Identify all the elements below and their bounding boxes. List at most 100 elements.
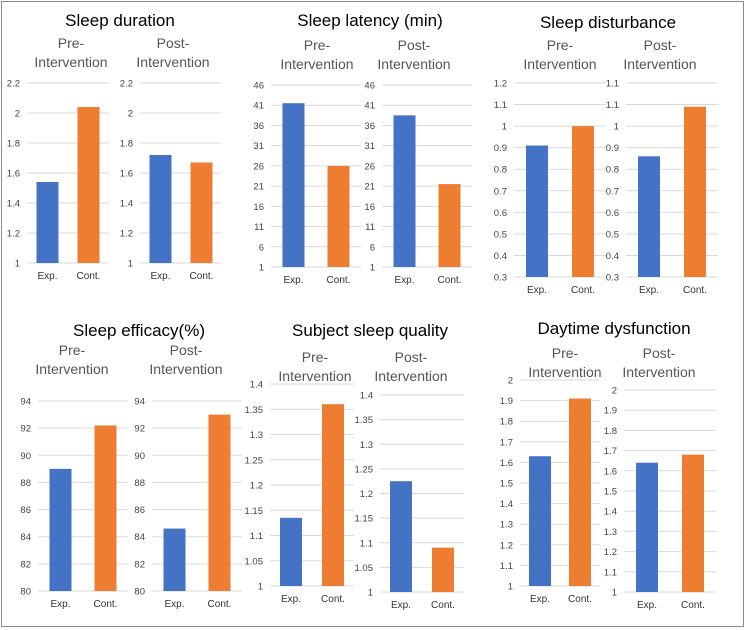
y-tick-label: 0.7 (494, 186, 507, 197)
x-category-label: Exp. (37, 271, 57, 282)
bar-cont (190, 162, 213, 263)
group-subtitle-line2: Intervention (623, 56, 696, 72)
y-tick-label: 94 (134, 397, 145, 408)
y-tick-label: 1 (370, 263, 375, 274)
x-category-label: Exp. (150, 271, 170, 282)
y-tick-label: 46 (253, 81, 264, 92)
y-tick-label: 90 (20, 451, 31, 462)
bar-exp (149, 155, 172, 263)
y-tick-label: 1.1 (606, 100, 619, 111)
y-tick-label: 46 (364, 81, 375, 92)
bar-cont (684, 106, 706, 277)
y-tick-label: 1.3 (500, 520, 513, 531)
y-tick-label: 1.8 (500, 417, 513, 428)
y-tick-label: 1.5 (604, 487, 617, 498)
y-tick-label: 80 (20, 587, 31, 598)
x-category-label: Cont. (190, 271, 214, 282)
y-tick-label: 1.2 (120, 229, 133, 240)
group-subtitle-line1: Pre- (302, 349, 329, 365)
y-tick-label: 0.5 (606, 229, 619, 240)
bar-cont (77, 107, 100, 263)
bar-cont (322, 404, 344, 586)
y-tick-label: 1.35 (245, 405, 264, 416)
x-category-label: Cont. (94, 599, 118, 610)
y-tick-label: 84 (20, 532, 31, 543)
x-category-label: Exp. (283, 275, 303, 286)
group-subtitle-line2: Intervention (34, 54, 107, 70)
y-tick-label: 16 (253, 202, 264, 213)
y-tick-label: 0.5 (494, 229, 507, 240)
y-tick-label: 36 (364, 121, 375, 132)
y-tick-label: 92 (20, 424, 31, 435)
y-tick-label: 1 (258, 582, 263, 593)
y-tick-label: 88 (20, 478, 31, 489)
y-tick-label: 1.2 (494, 79, 507, 90)
x-category-label: Exp. (530, 594, 550, 605)
x-category-label: Exp. (527, 285, 547, 296)
panel-title: Daytime dysfunction (537, 319, 690, 338)
y-tick-label: 1.2 (250, 481, 263, 492)
y-tick-label: 1.25 (355, 464, 374, 475)
y-tick-label: 0.7 (606, 186, 619, 197)
y-tick-label: 0.6 (494, 208, 507, 219)
x-category-label: Cont. (438, 275, 462, 286)
y-tick-label: 31 (253, 141, 264, 152)
y-tick-label: 1.1 (494, 100, 507, 111)
y-tick-label: 1.8 (7, 139, 20, 150)
y-tick-label: 16 (364, 202, 375, 213)
y-tick-label: 1 (368, 588, 373, 599)
y-tick-label: 1.2 (604, 547, 617, 558)
bar-cont (94, 425, 117, 591)
y-tick-label: 0.8 (494, 165, 507, 176)
group-subtitle-line1: Post- (398, 37, 431, 53)
y-tick-label: 0.4 (494, 251, 507, 262)
bar-exp (163, 528, 186, 591)
group-subtitle-line1: Post- (157, 35, 190, 51)
x-category-label: Cont. (571, 285, 595, 296)
y-tick-label: 1.2 (360, 489, 373, 500)
bar-exp (638, 156, 660, 277)
y-tick-label: 6 (370, 242, 375, 253)
group-subtitle-line2: Intervention (622, 364, 695, 380)
y-tick-label: 11 (254, 222, 264, 233)
group-subtitle-line1: Pre- (547, 37, 574, 53)
y-tick-label: 0.9 (606, 143, 619, 154)
y-tick-label: 6 (259, 242, 264, 253)
y-tick-label: 82 (20, 559, 31, 570)
bar-cont (572, 126, 594, 277)
y-tick-label: 1.9 (500, 396, 513, 407)
group-subtitle-line1: Pre- (552, 345, 579, 361)
y-tick-label: 1 (614, 122, 619, 133)
y-tick-label: 80 (134, 587, 145, 598)
group-subtitle-line1: Pre- (59, 342, 86, 358)
bar-cont (208, 414, 231, 591)
y-tick-label: 2 (15, 109, 20, 120)
y-tick-label: 1.4 (500, 499, 513, 510)
y-tick-label: 1.1 (606, 79, 619, 90)
x-category-label: Cont. (77, 271, 101, 282)
y-tick-label: 1.4 (250, 380, 263, 391)
y-tick-label: 1.6 (7, 169, 20, 180)
y-tick-label: 26 (364, 161, 375, 172)
y-tick-label: 82 (134, 559, 145, 570)
y-tick-label: 1.8 (604, 426, 617, 437)
group-subtitle-line2: Intervention (136, 54, 209, 70)
bar-exp (636, 462, 658, 592)
y-tick-label: 1.2 (7, 229, 20, 240)
y-tick-label: 1.15 (245, 506, 264, 517)
group-subtitle-line2: Intervention (280, 56, 353, 72)
y-tick-label: 1 (128, 259, 133, 270)
y-tick-label: 1.4 (360, 391, 373, 402)
bar-exp (282, 103, 305, 267)
x-category-label: Cont. (208, 599, 232, 610)
y-tick-label: 86 (20, 505, 31, 516)
group-subtitle-line1: Post- (644, 37, 677, 53)
y-tick-label: 1 (508, 582, 513, 593)
y-tick-label: 0.8 (606, 165, 619, 176)
y-tick-label: 1 (502, 122, 507, 133)
group-subtitle-line2: Intervention (377, 56, 450, 72)
y-tick-label: 1.3 (360, 440, 373, 451)
group-subtitle-line2: Intervention (149, 361, 222, 377)
y-tick-label: 1.8 (120, 139, 133, 150)
